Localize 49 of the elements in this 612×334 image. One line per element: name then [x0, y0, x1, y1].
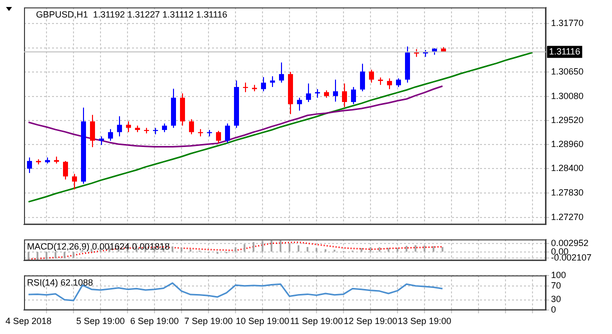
candlestick [63, 160, 68, 180]
candlestick [117, 116, 122, 137]
candlestick [351, 86, 356, 105]
x-tick-label: 7 Sep 19:00 [184, 316, 233, 326]
candlestick [369, 69, 374, 84]
candlestick [333, 79, 338, 102]
candlestick [90, 114, 95, 148]
candlestick [306, 83, 311, 103]
y-tick-label: 30 [551, 294, 562, 304]
y-tick-label: 70 [551, 280, 562, 290]
y-tick-label: 1.28960 [551, 139, 584, 150]
candlestick [180, 92, 185, 126]
chart-title: MACD(12,26,9) 0.001624 0.001818 [27, 241, 170, 252]
candlestick [225, 123, 230, 144]
y-tick-label: 0 [551, 304, 556, 315]
x-tick-label: 10 Sep 19:00 [236, 316, 290, 326]
y-tick-label: 1.30080 [551, 90, 584, 101]
chart-title: GBPUSD,H1 1.31192 1.31227 1.31112 1.31116 [36, 9, 228, 20]
candlestick [270, 76, 275, 88]
candlestick [126, 120, 131, 133]
candlestick [27, 157, 32, 174]
candlestick [342, 83, 347, 108]
chart-title: RSI(14) 62.1088 [27, 277, 94, 288]
x-tick-label: 11 Sep 19:00 [290, 316, 343, 326]
y-tick-label: 1.27830 [551, 188, 584, 198]
x-tick-label: 5 Sep 19:00 [76, 316, 125, 326]
ref-line-label: 1.31116 [549, 46, 580, 56]
candlestick [72, 173, 77, 190]
y-tick-label: 0.002952 [551, 238, 589, 248]
y-tick-label: 1.28400 [551, 163, 584, 174]
y-tick-label: 100 [551, 270, 566, 280]
candlestick [216, 130, 221, 144]
x-tick-label: 6 Sep 19:00 [130, 316, 179, 326]
y-tick-label: 1.29520 [551, 115, 584, 125]
candlestick [243, 82, 248, 93]
y-tick-label: 1.30650 [551, 66, 584, 76]
candlestick [297, 97, 302, 112]
x-tick-label: 4 Sep 2018 [5, 316, 52, 326]
y-tick-label: 1.31770 [551, 18, 584, 28]
candlestick [387, 78, 392, 90]
candlestick [279, 62, 284, 84]
candlestick [198, 128, 203, 137]
candlestick [189, 118, 194, 135]
candlestick [360, 63, 365, 92]
x-tick-label: 13 Sep 19:00 [398, 316, 452, 326]
y-tick-label: 1.27270 [551, 212, 584, 222]
candlestick [108, 128, 113, 142]
x-tick-label: 12 Sep 19:00 [344, 316, 398, 326]
candlestick [261, 76, 266, 92]
